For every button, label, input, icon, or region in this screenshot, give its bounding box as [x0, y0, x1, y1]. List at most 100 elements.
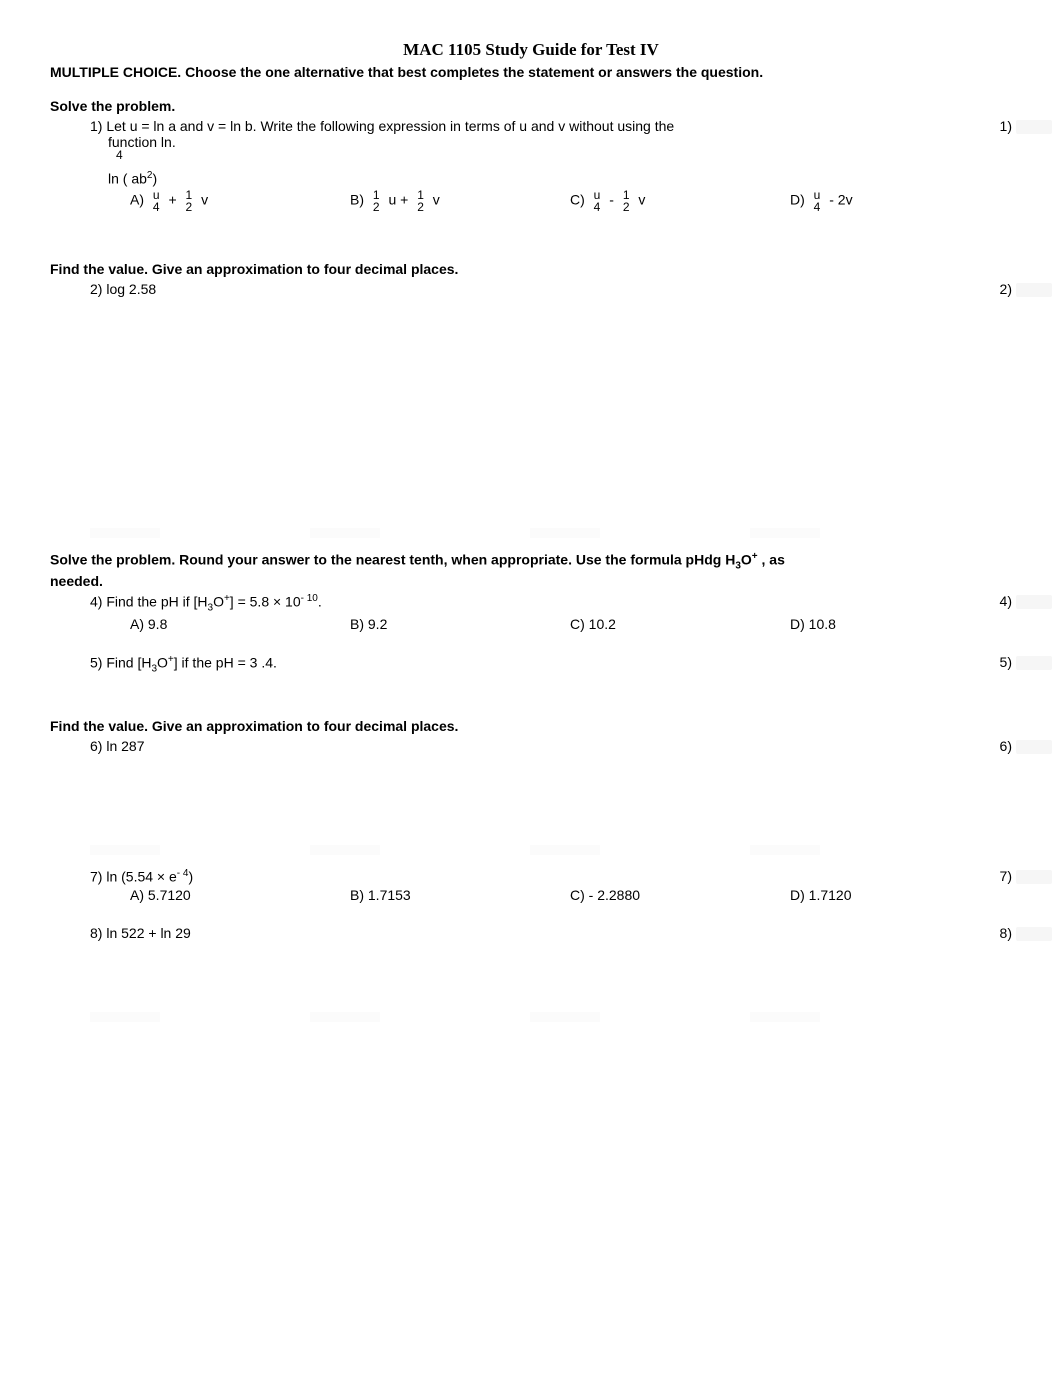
q8-text: ln 522 + ln 29	[106, 925, 190, 941]
needed: needed.	[50, 573, 1012, 589]
answer-blank	[1016, 927, 1052, 941]
t: ] = 5.8 × 10	[230, 594, 301, 610]
hidden-cell	[90, 525, 310, 537]
answer-blank	[1016, 595, 1052, 609]
q7-num-left: 7)	[90, 869, 102, 885]
frac-n: 1	[184, 189, 195, 201]
q7-choices: A) 5.7120 B) 1.7153 C) - 2.2880 D) 1.712…	[130, 887, 1012, 903]
q1-line-a: Let u = ln a and v = ln b. Write the fol…	[106, 118, 674, 134]
q4-choice-c: C) 10.2	[570, 616, 790, 632]
q7-num-right: 7)	[1000, 868, 1012, 884]
t: ] if the pH = 3 .4.	[174, 654, 277, 670]
q2-num-right: 2)	[1000, 281, 1012, 297]
answer-blank	[1016, 120, 1052, 134]
q6-text: ln 287	[106, 738, 144, 754]
question-2: 2) log 2.58 2)	[90, 281, 1012, 297]
hidden-cell	[530, 525, 750, 537]
question-8: 8) ln 522 + ln 29 8)	[90, 925, 1012, 941]
q4-choice-a: A) 9.8	[130, 616, 350, 632]
sup: - 10	[301, 593, 318, 604]
question-5: 5) Find [H3O+] if the pH = 3 .4. 5)	[90, 654, 1012, 674]
hidden-cell	[750, 842, 970, 854]
t: O	[741, 551, 752, 567]
q4-num-left: 4)	[90, 594, 102, 610]
mc-heading: MULTIPLE CHOICE. Choose the one alternat…	[50, 64, 1012, 80]
op: +	[168, 191, 176, 207]
q4-choice-b: B) 9.2	[350, 616, 570, 632]
q1-expr-main: ln ( ab	[108, 171, 147, 187]
op: -	[609, 191, 614, 207]
q1-expression: 4 ln ( ab2)	[108, 154, 1012, 187]
q1-choice-d: D) u4 - 2v	[790, 189, 1010, 213]
hidden-cell	[310, 842, 530, 854]
q7-choice-a: A) 5.7120	[130, 887, 350, 903]
q8-num-right: 8)	[1000, 925, 1012, 941]
t: , as	[758, 551, 785, 567]
tail: v	[638, 191, 645, 207]
tail: v	[201, 191, 208, 207]
frac-n: u	[592, 189, 603, 201]
q1-text: 1) Let u = ln a and v = ln b. Write the …	[90, 118, 1012, 134]
frac-d: 4	[592, 201, 603, 213]
q4-choices: A) 9.8 B) 9.2 C) 10.2 D) 10.8	[130, 616, 1012, 632]
q8-num-left: 8)	[90, 925, 102, 941]
q1-line-b: function ln.	[108, 134, 1012, 150]
q4-num-right: 4)	[1000, 593, 1012, 609]
hidden-cell	[310, 525, 530, 537]
frac-d: 2	[621, 201, 632, 213]
frac-d: 4	[812, 201, 823, 213]
frac-d: 2	[184, 201, 195, 213]
frac-n: u	[151, 189, 162, 201]
tail: - 2v	[829, 191, 852, 207]
frac-d: 2	[415, 201, 426, 213]
q1-num-right: 1)	[1000, 118, 1012, 134]
q1-d-label: D)	[790, 191, 805, 207]
frac-n: 1	[371, 189, 382, 201]
frac-d: 2	[371, 201, 382, 213]
question-1: 1) Let u = ln a and v = ln b. Write the …	[90, 118, 1012, 150]
page-title: MAC 1105 Study Guide for Test IV	[50, 40, 1012, 60]
find-value-heading: Find the value. Give an approximation to…	[50, 261, 1012, 277]
solve-heading: Solve the problem.	[50, 98, 1012, 114]
hidden-cell	[530, 1009, 750, 1021]
t: .	[318, 594, 322, 610]
hidden-choices	[90, 842, 1012, 854]
q5-num-right: 5)	[1000, 654, 1012, 670]
question-7: 7) ln (5.54 × e- 4) 7)	[90, 868, 1012, 885]
t: ln (5.54 × e	[106, 869, 176, 885]
find-value-heading-2: Find the value. Give an approximation to…	[50, 718, 1012, 734]
hidden-cell	[750, 1009, 970, 1021]
q2-text: log 2.58	[106, 281, 156, 297]
t: )	[188, 869, 193, 885]
answer-blank	[1016, 656, 1052, 670]
answer-blank	[1016, 870, 1052, 884]
t: Find [H	[106, 654, 151, 670]
q7-choice-c: C) - 2.2880	[570, 887, 790, 903]
solve-round-heading: Solve the problem. Round your answer to …	[50, 551, 1012, 571]
t: O	[213, 594, 224, 610]
t: O	[157, 654, 168, 670]
frac-d: 4	[151, 201, 162, 213]
question-4: 4) Find the pH if [H3O+] = 5.8 × 10- 10.…	[90, 593, 1012, 613]
q1-presup: 4	[116, 148, 123, 162]
frac-n: 1	[621, 189, 632, 201]
q1-choices: A) u4 + 12 v B) 12 u + 12 v C) u4 - 12 v…	[130, 189, 1012, 213]
q1-expr-post: )	[152, 171, 157, 187]
hidden-cell	[90, 1009, 310, 1021]
frac-n: u	[812, 189, 823, 201]
q2-num-left: 2)	[90, 281, 102, 297]
tail: v	[433, 191, 440, 207]
q4-choice-d: D) 10.8	[790, 616, 1010, 632]
hidden-cell	[530, 842, 750, 854]
hidden-choices	[90, 525, 1012, 537]
q1-c-label: C)	[570, 191, 585, 207]
q7-choice-b: B) 1.7153	[350, 887, 570, 903]
sup: - 4	[177, 868, 189, 879]
question-6: 6) ln 287 6)	[90, 738, 1012, 754]
q5-num-left: 5)	[90, 654, 102, 670]
q1-choice-c: C) u4 - 12 v	[570, 189, 790, 213]
t: Solve the problem. Round your answer to …	[50, 551, 735, 567]
q4-pre: Find the pH if [H	[106, 594, 207, 610]
mid: u +	[388, 191, 408, 207]
q1-choice-b: B) 12 u + 12 v	[350, 189, 570, 213]
